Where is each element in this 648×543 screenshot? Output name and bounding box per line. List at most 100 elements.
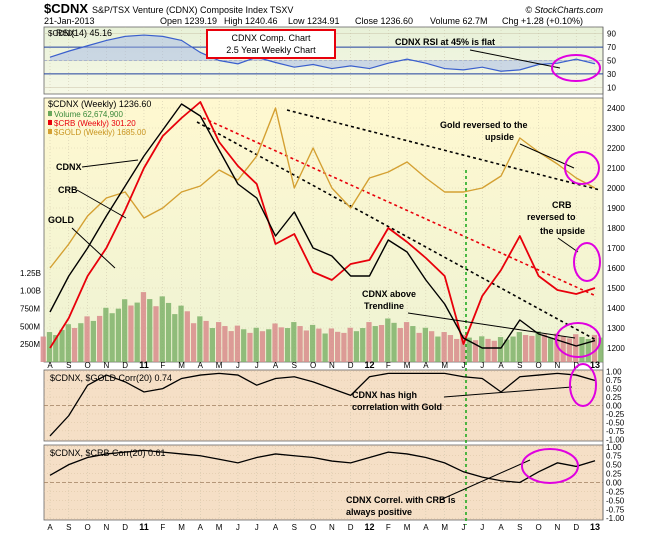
volume-bar	[529, 335, 535, 362]
volume-bar	[309, 324, 316, 362]
x-tick-label: J	[480, 361, 484, 370]
chart-header: $CDNX S&P/TSX Venture (CDNX) Composite I…	[44, 1, 603, 26]
crb-corr-tick-label: -0.25	[606, 487, 625, 496]
annotation-cdnx-above-2: Trendline	[364, 301, 404, 311]
volume-bar	[190, 323, 197, 362]
volume-bar	[228, 331, 234, 362]
x-tick-label: F	[386, 523, 391, 532]
copyright: © StockCharts.com	[525, 5, 603, 15]
x-tick-label: O	[536, 361, 542, 370]
x-tick-label: D	[122, 523, 128, 532]
volume-bar	[428, 331, 435, 362]
x-tick-label: O	[310, 361, 316, 370]
crb-corr-legend: $CDNX, $CRB Corr(20) 0.61	[50, 448, 166, 458]
gold-corr-tick-label: 0.75	[606, 376, 622, 385]
rsi-tick-label: 10	[607, 83, 616, 92]
volume-bar	[435, 336, 441, 362]
annotation-crb-reversed-3: the upside	[540, 226, 585, 236]
rsi-symbol: $CDNX	[48, 29, 76, 38]
high-value: High 1240.46	[224, 16, 278, 26]
cdnx-line	[49, 103, 596, 349]
annotation-gold-reversed-2: upside	[485, 132, 514, 142]
volume-tick-label: 1.00B	[20, 287, 41, 296]
volume-bar	[504, 339, 510, 362]
price-tick-label: 1600	[607, 264, 625, 273]
x-tick-label: D	[348, 523, 354, 532]
volume-bar	[410, 326, 416, 362]
annotation-crb-reversed-1: CRB	[552, 200, 572, 210]
volume-bar	[209, 328, 216, 362]
volume-bar	[347, 327, 353, 362]
price-tick-label: 2100	[607, 164, 625, 173]
x-tick-label: D	[348, 361, 354, 370]
volume-bar	[153, 306, 159, 362]
legend-cdnx: $CDNX (Weekly) 1236.60	[48, 99, 151, 109]
volume-bar	[184, 311, 190, 362]
volume-bar	[197, 316, 203, 362]
arrow-high-corr	[443, 386, 573, 398]
volume-bar	[272, 323, 278, 362]
volume-bar	[78, 323, 84, 362]
x-tick-label: M	[178, 361, 185, 370]
price-lines	[44, 34, 603, 525]
x-tick-label: A	[273, 361, 279, 370]
volume-bar	[372, 326, 378, 362]
annotation-high-corr-2: correlation with Gold	[352, 402, 442, 412]
gold-corr-tick-label: -1.00	[606, 435, 625, 444]
x-tick-label: S	[66, 361, 71, 370]
annotation-cdnx-above-1: CDNX above	[362, 289, 416, 299]
volume-bar	[541, 334, 548, 362]
volume-bar	[516, 332, 522, 362]
volume-bar	[322, 333, 328, 362]
x-tick-label: S	[292, 361, 297, 370]
volume-bar	[172, 314, 178, 362]
volume-value: Volume 62.7M	[430, 16, 488, 26]
x-tick-label: A	[423, 361, 429, 370]
rsi-tick-label: 30	[607, 70, 616, 79]
x-tick-label: S	[517, 361, 522, 370]
volume-bar	[84, 316, 90, 362]
volume-bar	[497, 337, 504, 362]
volume-bar	[128, 305, 134, 362]
price-tick-label: 1300	[607, 324, 625, 333]
legend-gold-swatch	[48, 129, 52, 134]
legend-volume-swatch	[48, 111, 52, 116]
volume-bar	[241, 329, 247, 362]
x-tick-label: O	[310, 523, 316, 532]
legend-crb: $CRB (Weekly) 301.20	[54, 119, 136, 128]
gold-corr-tick-label: -0.25	[606, 410, 625, 419]
x-tick-label: J	[255, 523, 259, 532]
annotation-crb-corr-2: always positive	[346, 507, 412, 517]
volume-bar	[284, 328, 291, 362]
x-tick-label: A	[423, 523, 429, 532]
arrow-crb-line	[76, 189, 127, 219]
index-name: S&P/TSX Venture (CDNX) Composite Index T…	[92, 5, 293, 15]
circle-gold-corr	[569, 363, 597, 407]
volume-bar	[122, 299, 128, 362]
volume-bar	[165, 302, 172, 362]
volume-tick-label: 1.25B	[20, 269, 41, 278]
x-tick-label: 11	[139, 360, 149, 370]
gold-corr-tick-label: -0.75	[606, 427, 625, 436]
crb-corr-tick-label: -0.50	[606, 496, 625, 505]
x-tick-label: J	[461, 523, 465, 532]
volume-bar	[460, 334, 466, 362]
volume-bar	[422, 327, 428, 362]
gold-corr-tick-label: -0.50	[606, 418, 625, 427]
x-tick-label: A	[273, 523, 279, 532]
crb-corr-tick-label: 0.75	[606, 452, 622, 461]
volume-bar	[548, 337, 554, 362]
annotation-crb-reversed-2: reversed to	[527, 212, 576, 222]
gold-corr-tick-label: 1.00	[606, 368, 622, 377]
volume-bar	[259, 331, 266, 362]
volume-bar	[222, 326, 228, 362]
volume-bar	[522, 335, 529, 362]
volume-bar	[560, 336, 566, 362]
gold-corr-tick-label: 0.25	[606, 393, 622, 402]
price-tick-label: 1900	[607, 204, 625, 213]
volume-bar	[103, 307, 109, 362]
x-tick-label: O	[84, 523, 90, 532]
x-tick-label: M	[441, 361, 448, 370]
volume-bar	[40, 336, 46, 362]
volume-bar	[297, 326, 303, 362]
